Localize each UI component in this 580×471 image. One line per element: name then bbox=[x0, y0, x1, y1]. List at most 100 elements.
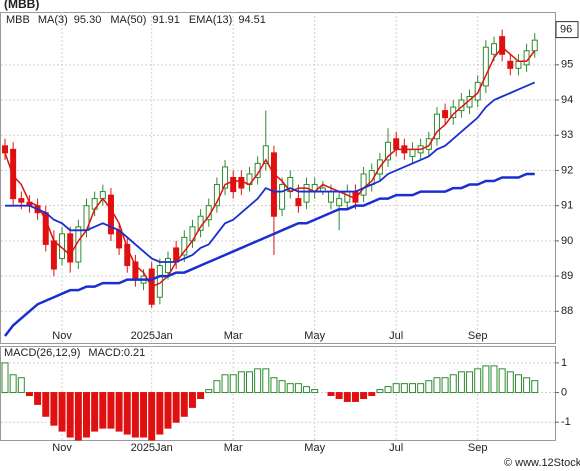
x-tick-label: Jul bbox=[389, 442, 403, 454]
macd-bar bbox=[50, 392, 58, 426]
macd-bar bbox=[392, 383, 400, 394]
macd-indicator-value: 0.21 bbox=[124, 347, 145, 359]
ma-line bbox=[4, 172, 535, 337]
macd-bar bbox=[156, 392, 164, 435]
candle-body bbox=[385, 141, 392, 161]
macd-bar bbox=[91, 392, 99, 432]
macd-bar bbox=[433, 377, 441, 394]
macd-bar bbox=[449, 374, 457, 394]
macd-bar bbox=[229, 374, 237, 394]
macd-bar bbox=[74, 392, 82, 441]
macd-bar bbox=[343, 392, 351, 402]
legend-name: MA(50) bbox=[110, 14, 146, 26]
candle-body bbox=[499, 36, 506, 55]
x-tick-label: Nov bbox=[52, 330, 72, 342]
macd-bar bbox=[400, 383, 408, 394]
macd-bar bbox=[115, 392, 123, 432]
macd-bar bbox=[457, 371, 465, 394]
macd-bar bbox=[425, 380, 433, 394]
macd-bar bbox=[327, 392, 335, 397]
macd-bar bbox=[213, 380, 221, 394]
x-tick-label: 2025Jan bbox=[131, 442, 173, 454]
macd-bar bbox=[523, 377, 531, 394]
macd-bar bbox=[514, 374, 522, 394]
candle-body bbox=[328, 191, 334, 203]
candle-body bbox=[303, 184, 310, 203]
candle-body bbox=[238, 177, 245, 189]
macd-bar bbox=[34, 392, 42, 405]
macd-bar bbox=[278, 380, 286, 394]
candle-body bbox=[515, 60, 522, 69]
ma-line bbox=[5, 81, 536, 263]
macd-bar bbox=[384, 386, 392, 394]
macd-bar bbox=[506, 371, 514, 394]
macd-bar bbox=[246, 371, 253, 394]
y-tick-label: 92 bbox=[561, 164, 573, 176]
candle-body bbox=[360, 173, 367, 196]
candle-body bbox=[270, 152, 277, 217]
candle-body bbox=[491, 43, 497, 55]
macd-bar bbox=[25, 392, 33, 397]
macd-bar bbox=[360, 392, 368, 399]
legend-name: MA(3) bbox=[38, 14, 68, 26]
macd-bar bbox=[221, 374, 229, 394]
macd-bar bbox=[131, 392, 139, 438]
macd-bar bbox=[441, 377, 449, 394]
y-tick-label: 88 bbox=[561, 305, 573, 317]
y-tick-label: -1 bbox=[561, 416, 571, 428]
legend-value: 91.91 bbox=[152, 14, 180, 26]
price-panel bbox=[0, 12, 556, 344]
candle-body bbox=[433, 113, 440, 140]
x-tick-label: May bbox=[304, 330, 325, 342]
macd-bar bbox=[17, 377, 25, 394]
macd-indicator-label: MACD: bbox=[88, 347, 123, 359]
macd-bar bbox=[83, 392, 90, 438]
footer: © www.12Stocks.com bbox=[504, 457, 580, 469]
legend-value: 94.51 bbox=[238, 14, 266, 26]
macd-bar bbox=[286, 383, 294, 394]
candle-body bbox=[230, 177, 237, 193]
y-tick-label: 91 bbox=[561, 200, 573, 212]
macd-bar bbox=[482, 365, 490, 394]
macd-bar bbox=[148, 392, 156, 441]
y-tick-label: 95 bbox=[561, 59, 573, 71]
chart-title: (MBB) bbox=[4, 0, 39, 11]
candle-body bbox=[393, 138, 400, 150]
candle-body bbox=[409, 148, 416, 157]
macd-bar bbox=[498, 368, 506, 394]
macd-bar bbox=[409, 383, 416, 394]
macd-bar bbox=[99, 392, 107, 429]
y-tick-label: 94 bbox=[561, 94, 573, 106]
candle-body bbox=[482, 46, 489, 87]
macd-bar bbox=[294, 383, 302, 394]
macd-bar bbox=[164, 392, 172, 429]
ma-line bbox=[4, 46, 536, 288]
macd-bar bbox=[368, 392, 376, 397]
candle-body bbox=[18, 198, 25, 203]
macd-bar bbox=[254, 368, 262, 394]
macd-panel bbox=[0, 346, 556, 441]
candle-body bbox=[50, 240, 57, 270]
macd-bar bbox=[303, 386, 311, 394]
x-tick-label: Jul bbox=[389, 330, 403, 342]
macd-title: MACD(26,12,9) bbox=[4, 347, 80, 359]
candle-body bbox=[279, 184, 286, 210]
candle-body bbox=[531, 39, 538, 52]
x-tick-label: Mar bbox=[224, 442, 243, 454]
macd-bar bbox=[140, 392, 148, 438]
legend-name: EMA(13) bbox=[189, 14, 232, 26]
y-tick-label: 93 bbox=[561, 129, 573, 141]
macd-bar bbox=[311, 389, 319, 394]
candle-body bbox=[2, 145, 8, 154]
x-tick-label: 2025Jan bbox=[131, 330, 173, 342]
x-tick-label: Sep bbox=[468, 330, 488, 342]
y-tick-label: 0 bbox=[561, 386, 567, 398]
y-tick-label: 90 bbox=[561, 235, 573, 247]
macd-bar bbox=[123, 392, 131, 435]
legend-symbol: MBB bbox=[6, 14, 30, 26]
macd-bar bbox=[417, 383, 425, 394]
macd-bar bbox=[107, 392, 115, 429]
macd-bar bbox=[335, 392, 343, 399]
macd-bar bbox=[237, 371, 245, 394]
